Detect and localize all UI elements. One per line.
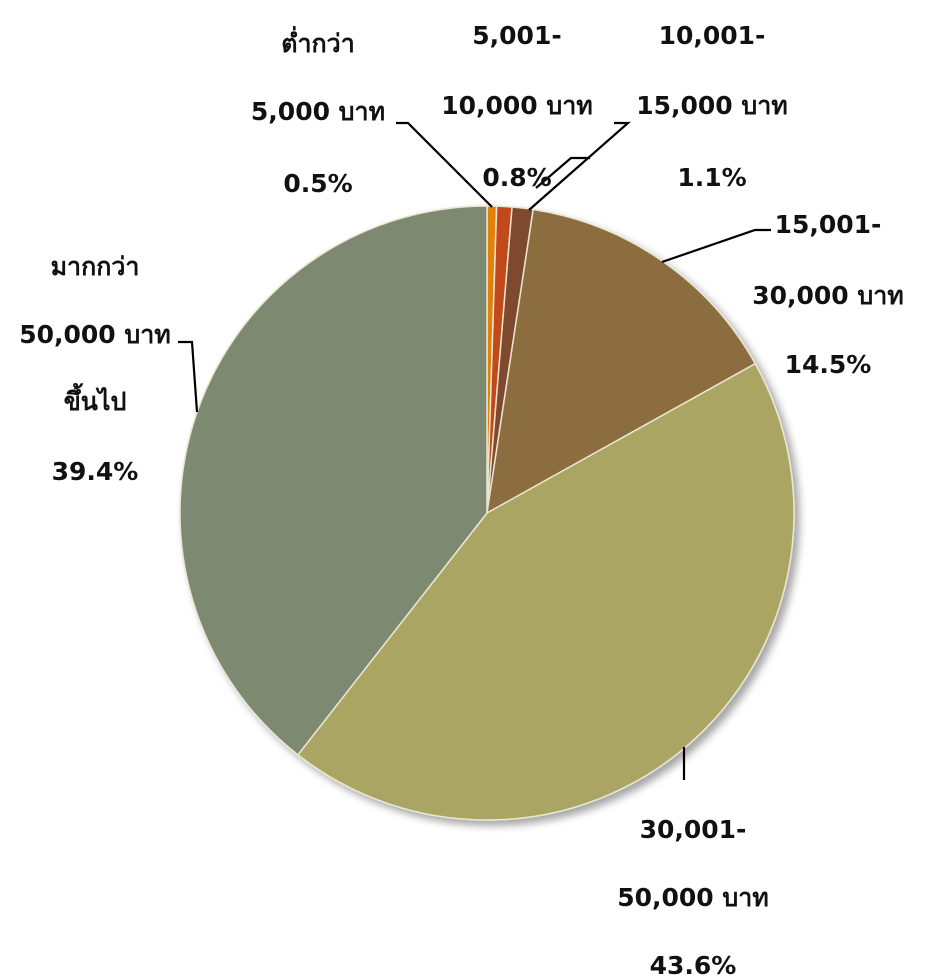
slice-label-4-line-2: 43.6% — [650, 951, 737, 980]
slice-label-1-line-2: 0.8% — [482, 163, 551, 192]
slice-label-1-line-1: 10,000 บาท — [441, 91, 593, 120]
slice-label-5: มากกว่า 50,000 บาท ขึ้นไป 39.4% — [19, 252, 171, 486]
leader-line-5 — [178, 340, 199, 413]
slice-label-3: 15,001- 30,000 บาท 14.5% — [752, 210, 904, 379]
slice-label-0-line-0: ต่ำกว่า — [281, 26, 355, 58]
slice-label-0-line-2: 0.5% — [283, 169, 352, 198]
slice-labels: ต่ำกว่า 5,000 บาท 0.5% 5,001- 10,000 บาท… — [19, 21, 904, 980]
slice-label-5-line-0: มากกว่า — [51, 252, 140, 281]
slice-label-1: 5,001- 10,000 บาท 0.8% — [441, 21, 593, 192]
slice-label-5-line-1: 50,000 บาท — [19, 320, 171, 349]
pie-slices — [179, 205, 795, 821]
leader-lines — [178, 121, 771, 780]
slice-label-3-line-2: 14.5% — [785, 350, 872, 379]
slice-label-5-line-3: 39.4% — [52, 457, 139, 486]
leader-line-3 — [661, 228, 771, 264]
slice-label-3-line-1: 30,000 บาท — [752, 281, 904, 310]
leader-line-1 — [535, 156, 590, 189]
slice-label-2-line-1: 15,000 บาท — [636, 91, 788, 120]
leader-line-0 — [396, 121, 493, 208]
slice-label-2-line-2: 1.1% — [677, 163, 746, 192]
slice-label-0: ต่ำกว่า 5,000 บาท 0.5% — [251, 26, 385, 198]
leader-line-2 — [528, 121, 631, 211]
slice-label-2-line-0: 10,001- — [659, 21, 766, 50]
pie-slice-4 — [296, 362, 795, 821]
slice-label-4-line-0: 30,001- — [640, 815, 747, 844]
slice-label-0-line-1: 5,000 บาท — [251, 97, 385, 126]
slice-label-2: 10,001- 15,000 บาท 1.1% — [636, 21, 788, 192]
slice-label-4-line-1: 50,000 บาท — [617, 883, 769, 912]
slice-label-5-line-2: ขึ้นไป — [64, 382, 127, 416]
slice-label-1-line-0: 5,001- — [472, 21, 561, 50]
pie-slice-5 — [179, 205, 488, 756]
slice-label-3-line-0: 15,001- — [775, 210, 882, 239]
slice-label-4: 30,001- 50,000 บาท 43.6% — [617, 815, 769, 980]
